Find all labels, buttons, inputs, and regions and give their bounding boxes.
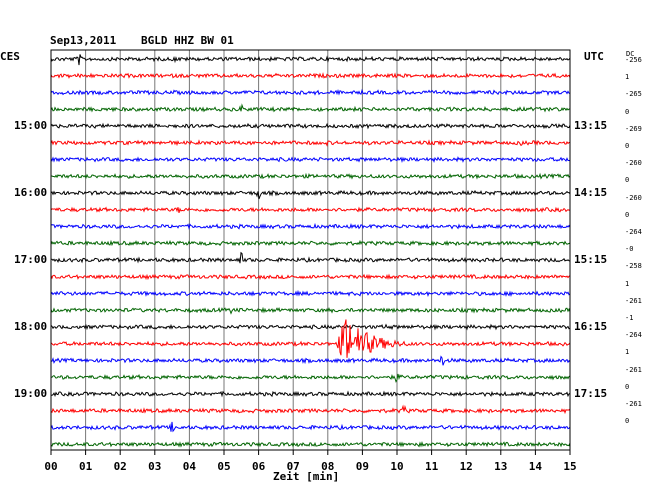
plot-frame (50, 49, 571, 451)
dc-offset-label: -264 (625, 228, 642, 236)
dc-offset-label: -258 (625, 262, 642, 271)
trace-row-9 (50, 206, 571, 214)
x-tick-label: 05 (217, 460, 230, 473)
trace-row-3 (50, 103, 571, 113)
trace-row-8 (50, 189, 571, 200)
trace-row-5 (50, 139, 571, 147)
trace-row-11 (50, 239, 571, 247)
x-tick-label: 07 (287, 460, 300, 473)
dc-offset-label: -269 (625, 124, 642, 133)
x-tick-label: 10 (390, 460, 403, 473)
dc-offset-label: 0 (625, 176, 630, 185)
left-time-label: 19:00 (14, 387, 48, 400)
x-tick-label: 12 (460, 460, 473, 473)
trace-row-14 (50, 289, 571, 298)
right-time-label: 13:15 (574, 119, 608, 132)
dc-offset-label: 0 (625, 142, 630, 150)
dc-offset-label: -260 (625, 193, 642, 202)
right-time-label: 17:15 (574, 387, 608, 400)
x-tick-label: 11 (425, 460, 439, 473)
time-grid (85, 50, 536, 450)
trace-row-2 (50, 88, 571, 97)
x-tick-label: 02 (114, 460, 127, 473)
dc-offset-label: 1 (625, 73, 630, 82)
dc-offset-label: -265 (625, 90, 642, 99)
x-axis-ticks: 00 01 02 03 04 05 06 07 08 09 10 11 12 13 14 15 (44, 450, 577, 473)
dc-offset-label: 0 (625, 107, 630, 116)
right-time-label: 14:15 (574, 186, 608, 199)
x-tick-label: 13 (494, 460, 507, 473)
dc-offset-label: 0 (625, 417, 630, 426)
right-time-label: 15:15 (574, 253, 608, 266)
dc-offset-label: 0 (625, 210, 630, 219)
trace-row-13 (50, 273, 571, 281)
trace-row-12 (51, 251, 571, 264)
left-time-label: 16:00 (14, 186, 48, 199)
dc-offset-label: -261 (625, 296, 642, 305)
left-zone-label: CES (0, 50, 20, 63)
trace-row-7 (51, 172, 571, 180)
trace-row-6 (50, 156, 571, 164)
right-zone-label: UTC (584, 50, 604, 63)
dc-offset-label: 1 (625, 279, 630, 288)
x-tick-label: 15 (563, 460, 576, 473)
dc-offset-label: -260 (625, 159, 642, 168)
date-label: Sep13,2011 (50, 34, 117, 47)
dc-offset-label: 0 (625, 382, 630, 391)
dc-label: DC (626, 50, 635, 58)
trace-row-16 (50, 323, 571, 331)
x-axis-label: Zeit [min] (273, 470, 340, 483)
trace-row-18 (50, 355, 571, 366)
dc-offset-label: -256 (625, 56, 642, 64)
trace-row-23 (50, 441, 571, 448)
trace-row-20 (50, 390, 571, 398)
x-tick-label: 14 (529, 460, 543, 473)
trace-row-22 (50, 421, 571, 433)
x-tick-label: 09 (356, 460, 369, 473)
dc-offset-label: -1 (625, 314, 634, 322)
dc-offset-label: -261 (625, 365, 642, 374)
x-tick-label: 06 (252, 460, 266, 473)
trace-row-19 (50, 373, 571, 383)
x-tick-label: 08 (321, 460, 334, 473)
x-tick-label: 03 (148, 460, 161, 473)
dc-offset-label: -261 (625, 400, 642, 408)
trace-row-15 (50, 306, 571, 315)
x-tick-label: 01 (79, 460, 93, 473)
station-label: BGLD HHZ BW 01 (141, 34, 234, 47)
trace-row-10 (50, 222, 571, 230)
trace-row-21 (50, 404, 571, 415)
x-tick-label: 00 (44, 460, 57, 473)
right-time-label: 16:15 (574, 320, 608, 333)
trace-row-17 (50, 319, 571, 358)
seismic-traces (50, 54, 571, 448)
dc-offset-label: -0 (625, 245, 634, 254)
dc-offset-label: -264 (625, 331, 642, 340)
left-time-label: 17:00 (14, 253, 48, 266)
left-time-label: 18:00 (14, 320, 48, 333)
left-time-label: 15:00 (14, 119, 48, 132)
x-tick-label: 04 (183, 460, 197, 473)
trace-row-0 (50, 54, 571, 66)
trace-row-1 (50, 72, 571, 79)
trace-row-4 (50, 122, 571, 130)
dc-offset-label: 1 (625, 348, 630, 357)
